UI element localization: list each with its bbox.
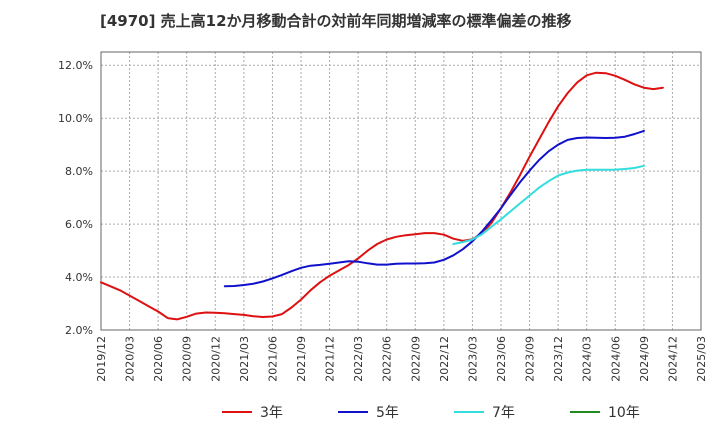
x-tick-label: 2019/12 [95,336,108,382]
y-tick-label: 2.0% [65,324,93,337]
legend-label: 3年 [260,405,283,421]
x-tick-label: 2024/12 [666,336,679,382]
x-tick-label: 2023/12 [552,336,565,382]
x-tick-label: 2023/03 [466,336,479,382]
series-line-7年 [452,164,645,245]
legend-label: 10年 [608,405,640,421]
x-tick-label: 2023/06 [495,336,508,382]
y-tick-label: 12.0% [58,59,93,72]
x-tick-label: 2020/09 [181,336,194,382]
x-tick-label: 2024/03 [581,336,594,382]
x-tick-label: 2023/09 [524,336,537,382]
legend-label: 7年 [492,405,515,421]
x-tick-label: 2024/09 [638,336,651,382]
series-line-3年 [100,71,664,321]
x-tick-label: 2022/03 [352,336,365,382]
x-tick-label: 2021/06 [266,336,279,382]
x-tick-label: 2025/03 [695,336,708,382]
x-tick-label: 2020/06 [152,336,165,382]
legend-label: 5年 [376,405,399,421]
x-tick-label: 2021/03 [238,336,251,382]
x-tick-label: 2022/06 [381,336,394,382]
x-tick-label: 2020/03 [124,336,137,382]
x-tick-label: 2021/09 [295,336,308,382]
series-line-5年 [223,129,645,288]
x-tick-label: 2020/12 [209,336,222,382]
x-tick-label: 2022/12 [438,336,451,382]
y-tick-label: 8.0% [65,165,93,178]
y-tick-label: 10.0% [58,112,93,125]
plot-area [101,52,701,330]
y-tick-label: 4.0% [65,271,93,284]
plot-frame [100,51,702,331]
x-tick-label: 2021/12 [324,336,337,382]
x-tick-label: 2024/06 [609,336,622,382]
y-tick-label: 6.0% [65,218,93,231]
x-tick-label: 2022/09 [409,336,422,382]
chart-title: [4970] 売上高12か月移動合計の対前年同期増減率の標準偏差の推移 [100,12,572,30]
